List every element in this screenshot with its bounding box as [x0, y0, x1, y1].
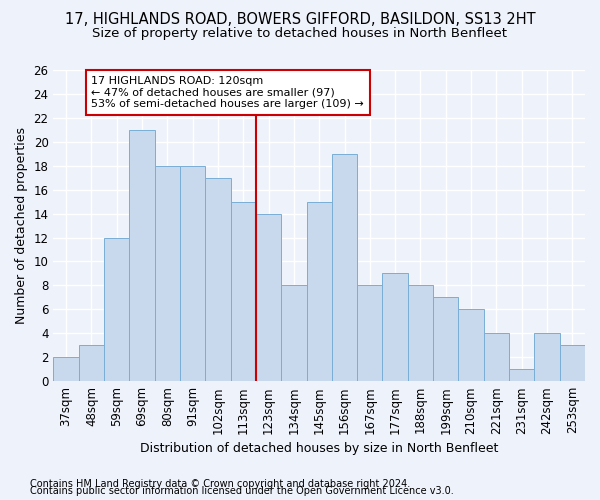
- Bar: [53, 357, 79, 381]
- Bar: [484, 334, 509, 381]
- Text: Size of property relative to detached houses in North Benfleet: Size of property relative to detached ho…: [92, 28, 508, 40]
- Bar: [357, 286, 382, 381]
- Bar: [155, 166, 180, 381]
- Bar: [104, 238, 130, 381]
- Bar: [230, 202, 256, 381]
- Bar: [408, 286, 433, 381]
- Bar: [180, 166, 205, 381]
- Bar: [281, 286, 307, 381]
- Bar: [433, 298, 458, 381]
- Bar: [130, 130, 155, 381]
- Bar: [509, 369, 535, 381]
- Bar: [332, 154, 357, 381]
- Bar: [256, 214, 281, 381]
- Text: 17 HIGHLANDS ROAD: 120sqm
← 47% of detached houses are smaller (97)
53% of semi-: 17 HIGHLANDS ROAD: 120sqm ← 47% of detac…: [91, 76, 364, 109]
- Text: Contains HM Land Registry data © Crown copyright and database right 2024.: Contains HM Land Registry data © Crown c…: [30, 479, 410, 489]
- Bar: [79, 346, 104, 381]
- Bar: [535, 334, 560, 381]
- X-axis label: Distribution of detached houses by size in North Benfleet: Distribution of detached houses by size …: [140, 442, 499, 455]
- Bar: [205, 178, 230, 381]
- Bar: [458, 310, 484, 381]
- Y-axis label: Number of detached properties: Number of detached properties: [15, 127, 28, 324]
- Text: 17, HIGHLANDS ROAD, BOWERS GIFFORD, BASILDON, SS13 2HT: 17, HIGHLANDS ROAD, BOWERS GIFFORD, BASI…: [65, 12, 535, 28]
- Bar: [382, 274, 408, 381]
- Text: Contains public sector information licensed under the Open Government Licence v3: Contains public sector information licen…: [30, 486, 454, 496]
- Bar: [307, 202, 332, 381]
- Bar: [560, 346, 585, 381]
